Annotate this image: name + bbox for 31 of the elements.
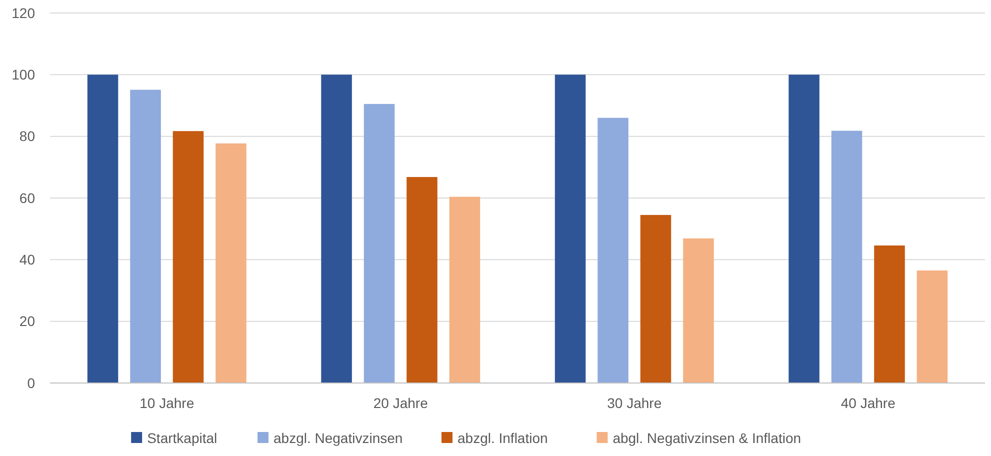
x-tick-label: 10 Jahre [140, 395, 194, 411]
bar [683, 238, 714, 383]
bar [916, 270, 948, 383]
legend-label: abzgl. Inflation [458, 430, 548, 446]
legend-label: abzgl. Negativzinsen [274, 430, 403, 446]
y-tick-label: 120 [12, 4, 36, 21]
x-tick-label: 30 Jahre [607, 395, 662, 411]
legend-label: abgl. Negativzinsen & Inflation [612, 430, 802, 446]
y-tick-label: 0 [27, 374, 36, 391]
bar [640, 214, 672, 383]
y-tick-label: 80 [19, 128, 36, 144]
x-tick-label: 20 Jahre [373, 395, 428, 411]
y-tick-label: 100 [12, 66, 36, 83]
bar [87, 74, 118, 383]
bar [554, 74, 586, 383]
bar [449, 196, 480, 383]
y-tick-label: 20 [19, 313, 36, 330]
bar [321, 74, 352, 383]
bar [598, 118, 628, 383]
bar [406, 177, 438, 383]
bar [216, 143, 246, 383]
bar [172, 131, 204, 383]
legend-label: Startkapital [147, 430, 218, 446]
bar [874, 245, 905, 383]
y-tick-label: 60 [19, 190, 36, 206]
bar [788, 74, 820, 383]
bar [364, 104, 395, 383]
y-tick-label: 40 [19, 252, 36, 268]
x-tick-label: 40 Jahre [840, 395, 896, 411]
bar [831, 130, 862, 383]
bar [130, 90, 161, 383]
